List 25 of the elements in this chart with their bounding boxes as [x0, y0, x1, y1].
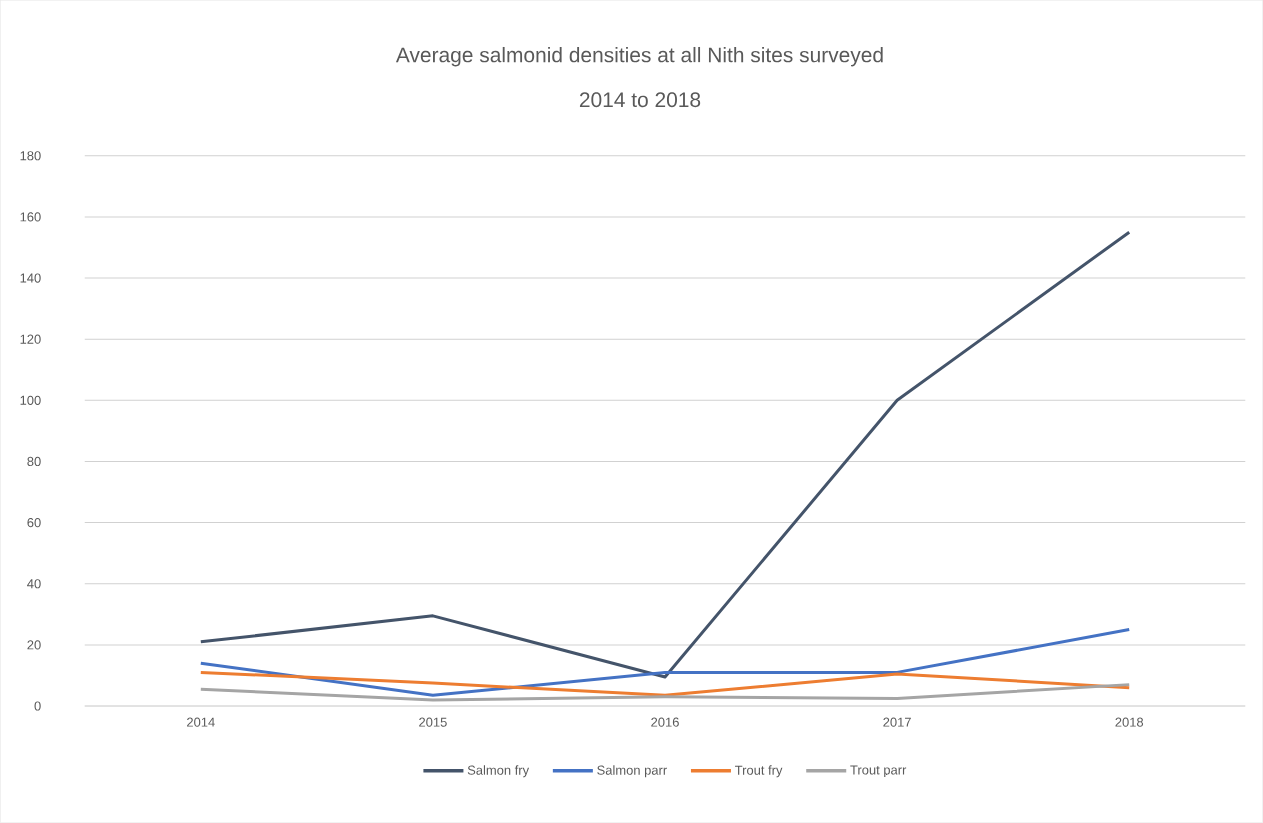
y-tick-label: 40	[27, 579, 41, 589]
x-tick-label: 2015	[419, 717, 447, 727]
line-series	[199, 671, 1131, 697]
chart-subtitle: 2014 to 2018	[579, 92, 701, 108]
legend-label: Trout parr	[850, 765, 907, 778]
line-series	[199, 683, 1131, 702]
y-tick-label: 140	[20, 273, 41, 283]
x-tick-label: 2017	[883, 717, 911, 727]
legend-label: Salmon parr	[597, 765, 667, 778]
y-tick-label: 20	[27, 640, 41, 650]
y-tick-label: 120	[20, 334, 41, 344]
y-tick-label: 160	[20, 212, 41, 222]
legend-label: Trout fry	[735, 765, 783, 778]
x-tick-label: 2014	[187, 717, 215, 727]
y-tick-label: 100	[20, 395, 41, 406]
x-tick-label: 2016	[651, 717, 679, 727]
y-tick-label: 60	[27, 518, 41, 528]
chart-title: Average salmonid densities at all Nith sites surveyed	[395, 47, 883, 67]
y-tick-label: 180	[20, 151, 41, 161]
x-tick-label: 2018	[1115, 717, 1144, 727]
legend-label: Salmon fry	[467, 765, 530, 778]
y-tick-label: 0	[34, 701, 41, 711]
line-series	[199, 628, 1131, 697]
line-series	[199, 230, 1131, 679]
y-tick-label: 80	[27, 456, 41, 467]
